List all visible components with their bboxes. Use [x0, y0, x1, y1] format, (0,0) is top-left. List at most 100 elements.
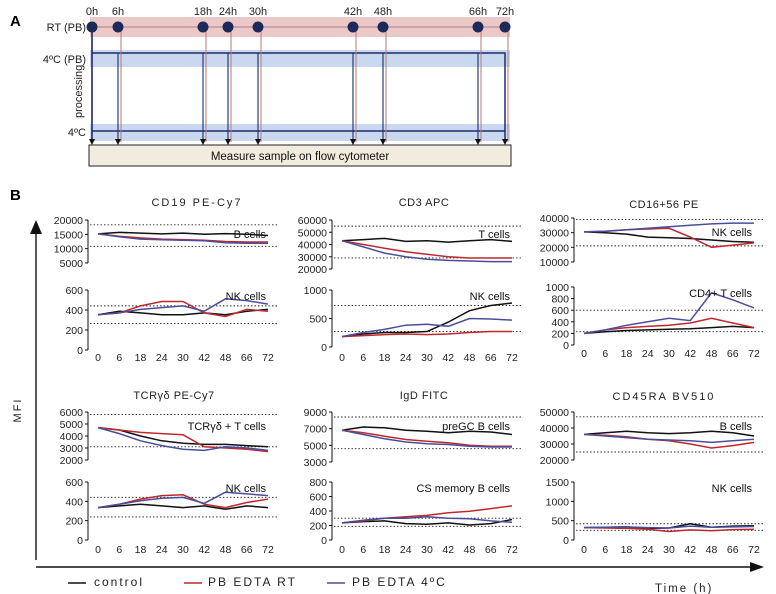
y-tick-label-2: 20000 [540, 242, 569, 254]
y-tick-label-2: 30000 [540, 439, 569, 451]
measure-arrow-3 [225, 139, 231, 145]
measure-arrow-2 [200, 139, 206, 145]
measure-box [88, 144, 512, 167]
charts-panel: B MFI Time (h) control PB EDTA RT PB EDTA … [10, 187, 764, 594]
x-tick-label-0: 0 [581, 348, 587, 360]
y-tick-label-1: 1000 [546, 496, 570, 508]
y-tick-label-3: 10000 [540, 257, 569, 269]
y-tick-label-0: 40000 [540, 213, 569, 225]
y-tick-label-1: 800 [551, 294, 569, 306]
timepoint-dot-2 [197, 21, 209, 33]
x-tick-label-5: 42 [442, 352, 454, 364]
chart-title: CD19 PE-Cy7 [151, 197, 242, 209]
legend-label-1: PB EDTA RT [208, 575, 297, 589]
measure-arrow-5 [350, 139, 356, 145]
timepoint-label-2: 18h [194, 6, 212, 18]
series-line-0 [583, 430, 755, 437]
x-tick-label-1: 6 [360, 352, 366, 364]
y-axis-title: MFI [12, 398, 24, 423]
timepoint-label-1: 6h [112, 6, 124, 18]
x-tick-label-7: 66 [485, 544, 497, 556]
y-tick-label-2: 0 [321, 342, 327, 354]
x-tick-label-8: 72 [748, 348, 760, 360]
y-tick-label-3: 400 [551, 317, 569, 329]
x-axis-title: Time (h) [655, 583, 713, 594]
x-tick-label-5: 42 [684, 348, 696, 360]
chart-title: IgD FITC [400, 390, 449, 402]
x-tick-label-6: 48 [464, 544, 476, 556]
timepoint-dot-4 [252, 21, 264, 33]
top-subplot: 20000 15000 10000 5000 B cells [54, 215, 278, 270]
subset-label: NK cells [470, 291, 511, 303]
x-tick-label-4: 30 [421, 544, 433, 556]
y-tick-label-4: 0 [321, 535, 327, 547]
x-tick-label-5: 42 [198, 352, 210, 364]
y-axis-arrow-head [30, 220, 42, 234]
subset-label: NK cells [226, 483, 267, 495]
x-tick-label-7: 66 [727, 544, 739, 556]
measure-arrow-8 [502, 139, 508, 145]
subset-label: B cells [234, 229, 267, 241]
x-tick-label-1: 6 [360, 544, 366, 556]
top-subplot: 9000 7000 5000 3000 preGC B cells [304, 407, 522, 469]
track-label-0: RT (PB) [47, 22, 86, 34]
y-tick-label-1: 50000 [298, 227, 327, 239]
timeline-dots: 0h 6h 18h 24h 30h 42h 48h 66h 72h [86, 6, 514, 33]
y-tick-label-4: 20000 [298, 264, 327, 276]
y-tick-label-0: 6000 [60, 407, 84, 419]
x-tick-label-1: 6 [602, 544, 608, 556]
timepoint-label-3: 24h [219, 6, 237, 18]
x-tick-label-8: 72 [748, 544, 760, 556]
y-tick-label-1: 400 [65, 305, 83, 317]
y-tick-label-3: 0 [77, 535, 83, 547]
subset-label: CD4+ T cells [689, 288, 752, 300]
x-axis-arrow-head [750, 562, 764, 572]
series-line-2 [341, 429, 512, 448]
x-tick-label-2: 18 [379, 352, 391, 364]
y-tick-label-1: 30000 [540, 228, 569, 240]
chart-title: TCRγδ PE-Cy7 [133, 390, 214, 402]
series-line-1 [583, 433, 755, 449]
chart-title: CD45RA BV510 [613, 391, 716, 403]
x-tick-label-4: 30 [177, 544, 189, 556]
y-tick-label-1: 7000 [304, 424, 328, 436]
series-line-0 [583, 325, 755, 335]
measure-arrow-7 [475, 139, 481, 145]
y-tick-label-1: 5000 [60, 419, 84, 431]
x-tick-label-6: 48 [220, 352, 232, 364]
x-tick-label-8: 72 [262, 352, 274, 364]
x-tick-label-4: 30 [421, 352, 433, 364]
series-line-0 [341, 302, 513, 338]
x-tick-label-8: 72 [506, 352, 518, 364]
series-line-2 [97, 233, 269, 245]
y-tick-label-3: 20000 [540, 455, 569, 467]
x-tick-label-7: 66 [485, 352, 497, 364]
series-line-1 [583, 526, 755, 533]
timepoint-dot-8 [499, 21, 511, 33]
bottom-subplot: 800 600 400 200 0 CS memory B cells [309, 477, 522, 547]
y-tick-label-0: 1000 [304, 285, 328, 297]
subset-label: B cells [720, 421, 753, 433]
y-tick-label-3: 200 [309, 521, 327, 533]
y-tick-label-1: 500 [309, 314, 327, 326]
x-tick-label-3: 24 [642, 544, 654, 556]
series-line-0 [341, 426, 513, 436]
bottom-subplot: 1500 1000 500 0 NK cells [546, 477, 764, 547]
timepoint-dot-6 [377, 21, 389, 33]
subset-label: TCRγδ + T cells [188, 421, 267, 433]
timepoint-label-0: 0h [86, 6, 98, 18]
series-line-0 [97, 503, 269, 511]
x-tick-label-6: 48 [464, 352, 476, 364]
timeline-lines [89, 26, 509, 145]
x-tick-label-1: 6 [602, 348, 608, 360]
subset-label: NK cells [226, 291, 267, 303]
timepoint-dot-1 [112, 21, 124, 33]
y-tick-label-3: 3000 [304, 457, 328, 469]
series-line-2 [583, 291, 755, 335]
x-tick-label-3: 24 [400, 352, 412, 364]
